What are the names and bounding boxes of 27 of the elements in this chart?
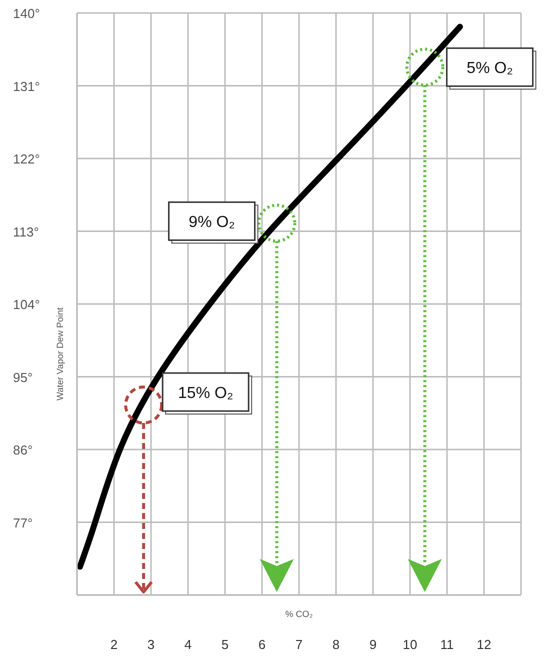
x-tick-label: 2 <box>110 637 118 652</box>
y-tick-label: 77° <box>13 515 33 530</box>
y-axis-title: Water Vapor Dew Point <box>55 306 65 401</box>
annotation: 15% O₂ <box>178 385 234 402</box>
x-tick-label: 12 <box>476 637 492 652</box>
annotation: 5% O₂ <box>466 60 513 78</box>
y-tick-label: 122° <box>13 152 40 166</box>
y-tick-label: 131° <box>13 78 40 94</box>
y-tick-label: 140° <box>13 6 40 21</box>
point <box>257 204 296 243</box>
y-tick-label: 86° <box>13 442 33 458</box>
x-tick-label: 11 <box>440 637 454 652</box>
point <box>124 386 164 425</box>
x-tick-label: 3 <box>147 637 155 652</box>
x-tick-label: 7 <box>295 637 303 652</box>
y-tick-label: 104° <box>13 297 40 312</box>
x-tick-label: 8 <box>332 637 340 652</box>
y-tick-label: 113° <box>13 224 39 240</box>
annotation: 9% O₂ <box>188 214 235 232</box>
x-tick-label: 4 <box>184 637 192 652</box>
x-axis-title: % CO₂ <box>285 609 314 619</box>
x-tick-label: 6 <box>258 637 266 652</box>
x-tick-label: 10 <box>402 637 418 652</box>
x-tick-label: 5 <box>221 637 229 652</box>
point <box>405 48 444 87</box>
x-tick-label: 9 <box>369 637 377 652</box>
y-tick-label: 95° <box>13 370 33 385</box>
